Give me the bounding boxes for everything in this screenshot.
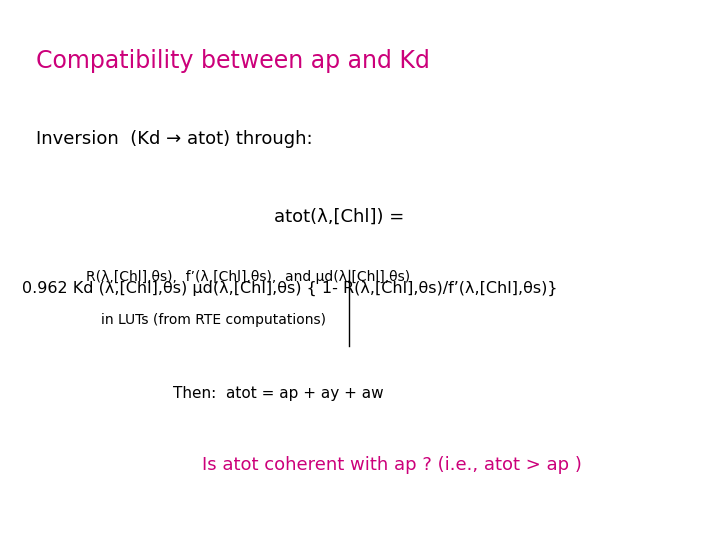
Text: in LUTs (from RTE computations): in LUTs (from RTE computations) (101, 313, 325, 327)
Text: R(λ,[Chl],θs),  fʼ(λ,[Chl],θs),  and μd(λ,[Chl],θs): R(λ,[Chl],θs), fʼ(λ,[Chl],θs), and μd(λ,… (86, 270, 410, 284)
Text: Inversion  (Kd → atot) through:: Inversion (Kd → atot) through: (36, 130, 312, 147)
Text: Is atot coherent with ap ? (i.e., atot > ap ): Is atot coherent with ap ? (i.e., atot >… (202, 456, 582, 474)
Text: Then:  atot = ap + ay + aw: Then: atot = ap + ay + aw (173, 386, 384, 401)
Text: Compatibility between ap and Kd: Compatibility between ap and Kd (36, 49, 430, 72)
Text: atot(λ,[Chl]) =: atot(λ,[Chl]) = (274, 208, 404, 226)
Text: 0.962 Kd (λ,[Chl],θs) μd(λ,[Chl],θs) { 1- R(λ,[Chl],θs)/fʼ(λ,[Chl],θs)}: 0.962 Kd (λ,[Chl],θs) μd(λ,[Chl],θs) { 1… (22, 281, 557, 296)
